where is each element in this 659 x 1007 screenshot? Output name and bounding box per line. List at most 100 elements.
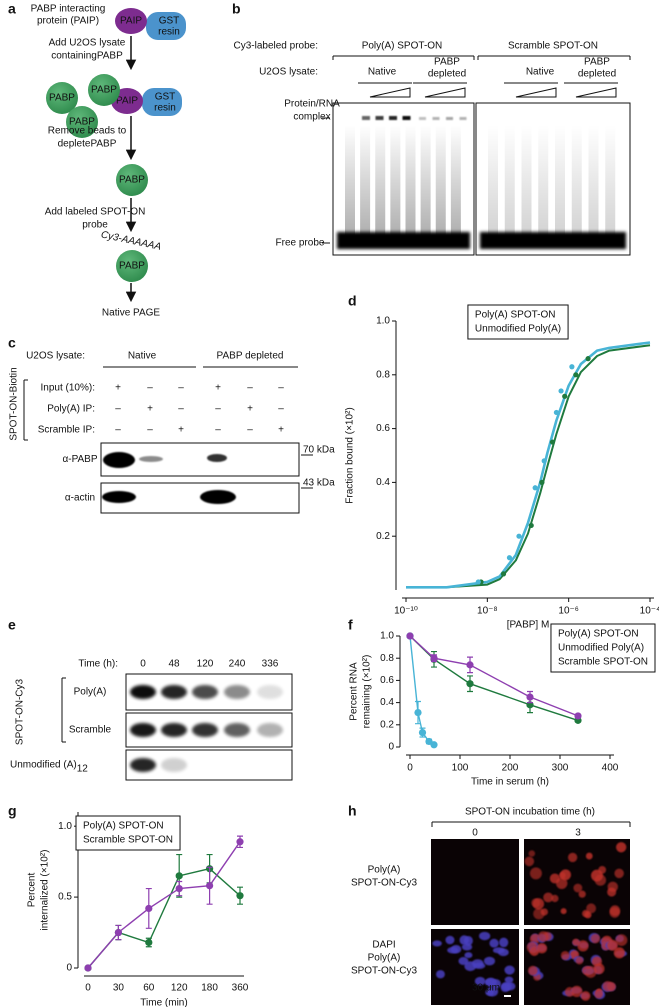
gel-smear [360,125,371,235]
condition-label: Native [526,67,555,78]
x-tick-label: 10⁻⁶ [558,606,579,617]
cy3-signal [549,873,560,884]
sign: – [147,383,153,394]
data-point [430,741,438,749]
gel-smear [405,125,416,235]
row-label: Poly(A) [368,865,401,876]
y-tick-label: 0.2 [376,531,390,542]
data-point [418,728,427,737]
sign: + [247,404,253,415]
cy3-signal [614,868,624,879]
x-tick-label: 360 [232,983,249,994]
x-tick-label: 0 [85,983,91,994]
cy3-signal [575,956,584,965]
gel-band [130,723,156,737]
data-point [569,364,575,370]
panel-label: c [8,335,16,351]
gel-smear [450,125,461,235]
nucleus [450,945,462,954]
cy3-signal [615,934,628,946]
probe-header: Poly(A) SPOT-ON [362,41,443,52]
cy3-signal [543,892,554,903]
time-label: 48 [168,659,180,670]
y-tick-label: 0.4 [380,697,394,708]
cy3-signal [585,852,593,860]
data-point [475,579,481,585]
complex-band [432,117,440,120]
gel-band [192,685,218,699]
cy3-signal [540,908,548,916]
y-tick-label: 0 [66,963,72,974]
gel-smear [345,125,355,235]
pabp-protein [66,106,98,138]
cy3-signal [616,842,627,853]
panel-label: h [348,803,357,819]
band-label: Free probe [276,238,325,249]
row-label: Input (10%): [41,383,95,394]
x-tick-label: 180 [201,983,218,994]
data-point [206,882,214,890]
pabp-label: PABP [119,261,145,272]
sign: – [115,404,121,415]
cy3-signal [609,905,621,916]
step-text: probe [82,220,108,231]
gel-smear [375,125,386,235]
step-text: PABP [90,139,116,150]
cy3-signal [560,869,571,881]
panel-label: f [348,617,353,633]
paip-label: PAIP [116,96,138,107]
pabp-protein [116,164,148,196]
nucleus [504,965,515,975]
y-tick-label: 0.8 [380,653,394,664]
step-text: PABP [97,51,123,62]
paip-protein [115,8,147,34]
y-axis-title: internalized (×10²) [40,850,51,931]
pabp-protein [46,82,78,114]
gst-label: resin [154,103,176,114]
cy3-signal [529,867,542,880]
blot-band [207,454,227,462]
cy3-signal [580,991,591,1001]
gst-label: GST [155,92,176,103]
blot-band [103,452,135,468]
y-tick-label: 1.0 [376,316,390,327]
data-point [175,884,183,893]
data-point [516,533,522,539]
nucleus [471,959,484,968]
cy3-signal [582,909,590,918]
row-label: U2OS lysate: [259,67,318,78]
probe-text: Cy3-AAAAAA [100,229,162,253]
x-tick-label: 10⁻⁸ [477,606,498,617]
nucleus [504,976,514,984]
data-point [466,661,474,669]
data-point [573,372,579,378]
y-tick-label: 0.5 [58,892,72,903]
row-label: Cy3-labeled probe: [234,41,319,52]
gst-resin [142,88,182,116]
blot-band [102,491,136,503]
cy3-signal [606,981,616,992]
x-tick-label: 100 [452,763,469,774]
sign: + [115,383,121,394]
cy3-signal [528,850,536,857]
gel-band [130,758,156,772]
x-tick-label: 400 [602,763,619,774]
x-axis-title: Time (min) [140,998,187,1007]
legend: Poly(A) SPOT-ON Unmodified Poly(A) Scrambl… [550,623,656,673]
legend-box [550,623,656,673]
y-tick-label: 1.0 [58,821,72,832]
legend-box [75,815,181,851]
nucleus [432,940,442,947]
x-tick-label: 200 [502,763,519,774]
complex-band [389,116,397,120]
cy3-signal [578,890,586,898]
legend-entry: Scramble SPOT-ON [83,835,173,846]
row-label-sub: 12 [77,764,89,775]
legend: Poly(A) SPOT-ON Unmodified Poly(A) [467,304,569,340]
row-label: Poly(A) IP: [47,404,95,415]
gst-resin [146,12,186,40]
marker-label: 70 kDa [303,445,335,456]
condition-label: depleted [578,69,616,80]
y-tick-label: 0.6 [376,423,390,434]
sign: + [215,383,221,394]
